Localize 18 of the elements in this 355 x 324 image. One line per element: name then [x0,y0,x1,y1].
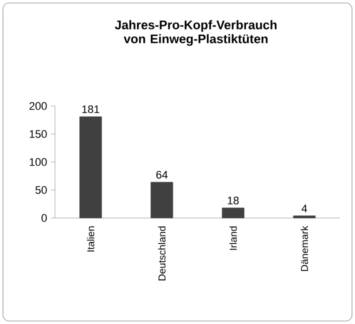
data-label: 64 [156,170,168,179]
x-tick-label: Deutschland [158,226,166,280]
bar [150,182,174,218]
y-tick-label: 0 [42,214,47,222]
chart-title: Jahres-Pro-Kopf-Verbrauch von Einweg-Plastiktüten [114,20,277,46]
y-tick-label: 50 [35,186,47,194]
x-tick-label: Italien [86,226,94,252]
bar [79,116,102,218]
bar [222,208,244,218]
y-tick-label: 150 [30,130,47,138]
data-label: 4 [302,204,308,212]
y-tick-label: 200 [29,102,47,110]
x-tick-label: Dänemark [300,226,308,271]
data-label: 181 [82,105,100,114]
data-label: 18 [228,196,239,204]
bar [293,216,316,218]
y-tick-label: 100 [30,158,47,166]
x-tick-label: Irland [229,226,237,250]
